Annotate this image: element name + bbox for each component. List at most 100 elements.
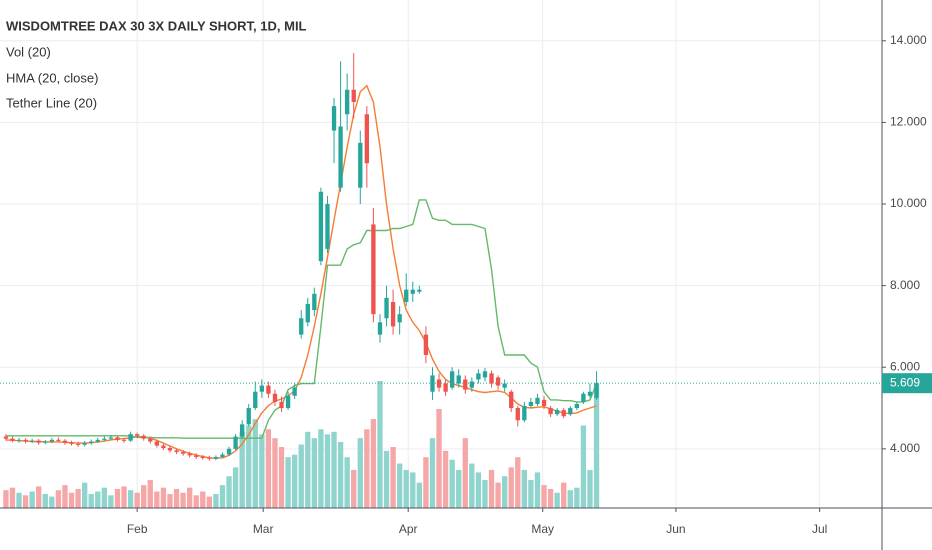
volume-pane (3, 381, 600, 508)
volume-bar (515, 457, 521, 508)
volume-bar (344, 457, 350, 508)
volume-bar (587, 469, 593, 508)
candle-body (587, 391, 593, 396)
volume-bar (186, 487, 193, 508)
indicator-line (5, 199, 598, 439)
candle-body (443, 383, 448, 392)
candle-body (377, 322, 383, 335)
candle-body (220, 454, 225, 457)
candle-body (358, 142, 363, 188)
volume-bar (265, 429, 272, 508)
candle-body (344, 89, 350, 115)
candle-body (115, 437, 120, 440)
volume-bar (429, 438, 436, 508)
volume-bar (108, 495, 114, 508)
volume-bar (456, 469, 462, 508)
candle-body (266, 385, 271, 394)
candle-body (325, 204, 330, 249)
volume-bar (134, 492, 140, 508)
candle-body (390, 301, 396, 327)
volume-bar (232, 467, 239, 508)
candle-body (62, 440, 68, 443)
x-tick-label: Apr (399, 522, 418, 536)
candle-body (312, 293, 317, 311)
volume-bar (416, 482, 423, 508)
candle-body (292, 387, 297, 396)
chart-title: WISDOMTREE DAX 30 3X DAILY SHORT, 1D, MI… (6, 18, 307, 33)
candle-body (23, 439, 28, 442)
volume-bar (501, 476, 508, 508)
candle-body (180, 452, 186, 454)
candle-body (331, 106, 337, 131)
volume-bar (534, 472, 541, 508)
volume-bar (495, 482, 501, 508)
volume-bar (127, 490, 134, 508)
volume-bar (403, 469, 409, 508)
volume-bar (88, 494, 94, 508)
volume-bar (442, 450, 449, 508)
volume-bar (561, 482, 567, 508)
volume-bar (396, 463, 403, 508)
volume-bar (121, 486, 127, 508)
volume-bar (311, 438, 318, 508)
candle-body (515, 408, 520, 421)
candle-body (69, 442, 74, 444)
candle-body (121, 439, 127, 441)
volume-bar (508, 467, 514, 508)
indicator-line (5, 84, 597, 459)
candle-body (423, 334, 429, 355)
volume-bar (62, 485, 68, 508)
volume-bar (521, 469, 528, 508)
candle-body (410, 289, 415, 294)
candle-body (82, 443, 87, 445)
last-price-label: 5.609 (890, 375, 920, 389)
volume-bar (541, 485, 547, 508)
volume-bar (318, 429, 324, 508)
candle-body (16, 439, 22, 441)
volume-bar (475, 472, 482, 508)
volume-bar (357, 438, 363, 508)
y-tick-label: 6.000 (890, 359, 920, 373)
y-tick-label: 4.000 (890, 441, 920, 455)
candle-body (581, 393, 586, 402)
candle-body (272, 393, 278, 402)
volume-bar (423, 457, 429, 508)
volume-bar (219, 485, 226, 508)
volume-bar (226, 476, 232, 508)
candle-body (541, 399, 547, 406)
volume-bar (383, 450, 390, 508)
indicator-lines (0, 84, 882, 459)
candle-body (36, 440, 41, 443)
candle-body (108, 437, 114, 439)
candle-body (253, 391, 258, 409)
volume-bar (528, 480, 534, 508)
candle-body (528, 401, 534, 406)
candle-body (463, 379, 468, 390)
candle-body (49, 439, 55, 442)
candle-body (43, 441, 48, 443)
candle-body (568, 408, 573, 415)
volume-bar (22, 495, 29, 508)
candle-body (161, 445, 166, 449)
volume-bar (567, 490, 573, 508)
candle-body (3, 436, 9, 439)
volume-bar (547, 488, 554, 508)
volume-bar (252, 419, 258, 508)
volume-bar (81, 482, 88, 508)
volume-bar (42, 494, 48, 508)
volume-bar (246, 425, 252, 508)
legend-tether: Tether Line (20) (6, 95, 97, 110)
candle-body (574, 403, 580, 409)
candle-body (102, 438, 107, 440)
volume-bar (55, 490, 62, 508)
volume-bar (331, 431, 337, 508)
volume-bar (180, 492, 186, 508)
candle-body (167, 448, 173, 451)
candle-body (239, 424, 245, 437)
candle-body (594, 383, 599, 398)
candle-body (141, 435, 146, 439)
candle-body (338, 126, 343, 188)
volume-bar (141, 485, 147, 508)
